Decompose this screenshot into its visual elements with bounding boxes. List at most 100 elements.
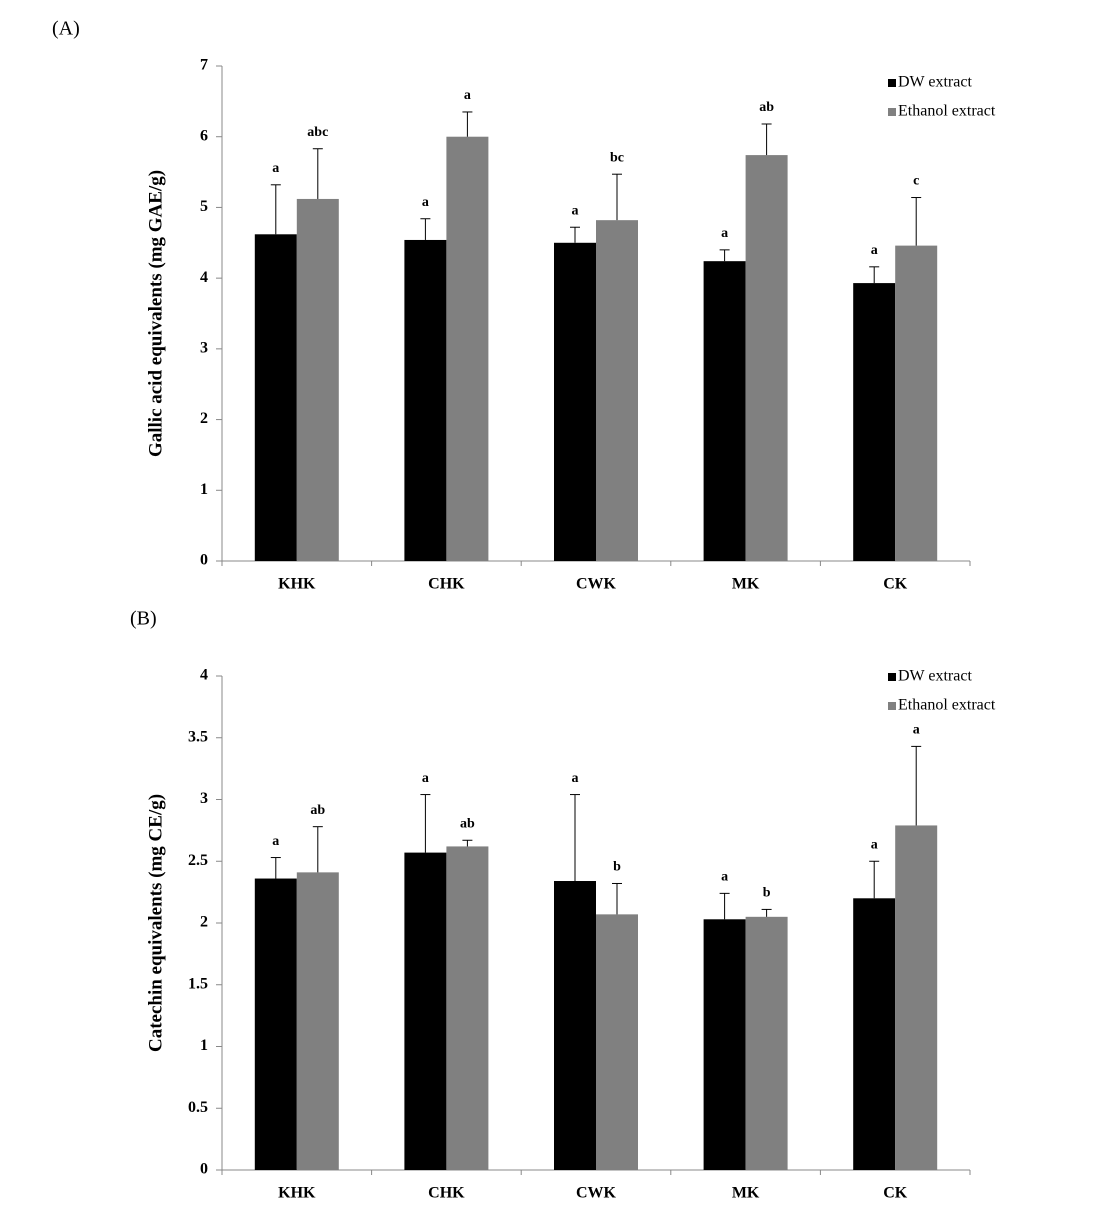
y-axis-title: Gallic acid equivalents (mg GAE/g) [145,170,166,457]
significance-letter: c [913,174,919,189]
bar [554,242,596,562]
significance-letter: ab [460,816,475,831]
y-tick-label: 0 [200,552,208,569]
x-tick-label: CHK [428,1185,465,1202]
error-bar [911,745,922,826]
x-tick-label: CWK [576,1185,617,1202]
error-bar [869,860,880,899]
significance-letter: a [422,771,429,786]
x-tick-label: CWK [576,576,617,593]
legend-label: Ethanol extract [898,697,996,714]
significance-letter: a [272,161,279,176]
significance-letter: b [763,886,771,901]
y-tick-label: 6 [200,127,208,144]
significance-letter: a [272,834,279,849]
significance-letter: a [721,870,728,885]
bar [745,916,788,1170]
error-bar [869,266,880,284]
y-tick-label: 0.5 [188,1099,208,1116]
significance-letter: a [572,771,579,786]
significance-letter: a [871,243,878,258]
error-bar [420,794,431,853]
y-tick-label: 2.5 [188,852,208,869]
legend-label: DW extract [898,668,972,685]
bar [404,852,447,1170]
panel-label: (B) [130,608,157,630]
x-tick-label: KHK [278,1185,316,1202]
y-tick-label: 3.5 [188,728,208,745]
bar [254,878,297,1170]
y-tick-label: 7 [200,57,208,74]
legend-label: Ethanol extract [898,103,996,120]
bar [596,220,638,561]
legend-swatch [888,702,896,710]
significance-letter: ab [759,100,774,115]
x-tick-label: CK [883,576,908,593]
error-bar [761,908,772,917]
significance-letter: a [871,837,878,852]
x-tick-label: CHK [428,576,465,593]
significance-letter: a [913,723,920,738]
bar [853,283,896,561]
bar [853,898,896,1170]
y-tick-label: 4 [200,667,208,684]
error-bar [312,826,323,873]
error-bar [719,249,730,262]
error-bar [761,123,772,156]
error-bar [270,857,281,879]
significance-letter: a [721,226,728,241]
significance-letter: a [422,195,429,210]
error-bar [462,111,473,137]
x-tick-label: MK [732,1185,760,1202]
y-tick-label: 3 [200,790,208,807]
significance-letter: a [464,88,471,103]
bar [703,261,746,561]
y-tick-label: 1 [200,1037,208,1054]
error-bar [462,839,473,847]
error-bar [570,226,580,243]
error-bar [270,184,281,235]
legend-label: DW extract [898,74,972,91]
error-bar [612,882,622,915]
error-bar [911,197,922,246]
error-bar [570,794,580,882]
legend-swatch [888,673,896,681]
error-bar [420,218,431,240]
bar [596,914,638,1170]
x-tick-label: KHK [278,576,316,593]
bar [703,919,746,1170]
y-tick-label: 4 [200,269,208,286]
y-tick-label: 1.5 [188,975,208,992]
significance-letter: b [613,860,621,875]
bar [296,198,339,561]
y-tick-label: 0 [200,1161,208,1178]
bar [895,825,938,1170]
error-bar [719,892,730,920]
error-bar [312,148,323,199]
bar [296,872,339,1170]
significance-letter: bc [610,150,624,165]
y-tick-label: 5 [200,198,208,215]
error-bar [612,173,622,221]
bar [446,846,489,1170]
y-tick-label: 2 [200,410,208,427]
bar [554,881,596,1170]
x-tick-label: MK [732,576,760,593]
significance-letter: abc [307,125,328,140]
bar [404,239,447,561]
significance-letter: ab [310,803,325,818]
significance-letter: a [572,203,579,218]
legend-swatch [888,108,896,116]
y-axis-title: Catechin equivalents (mg CE/g) [145,794,166,1052]
panel-label: (A) [52,18,80,40]
y-tick-label: 1 [200,481,208,498]
y-tick-label: 3 [200,340,208,357]
bar [254,234,297,562]
bar [745,155,788,561]
bar [446,136,489,561]
legend-swatch [888,79,896,87]
bar [895,245,938,561]
x-tick-label: CK [883,1185,908,1202]
y-tick-label: 2 [200,914,208,931]
